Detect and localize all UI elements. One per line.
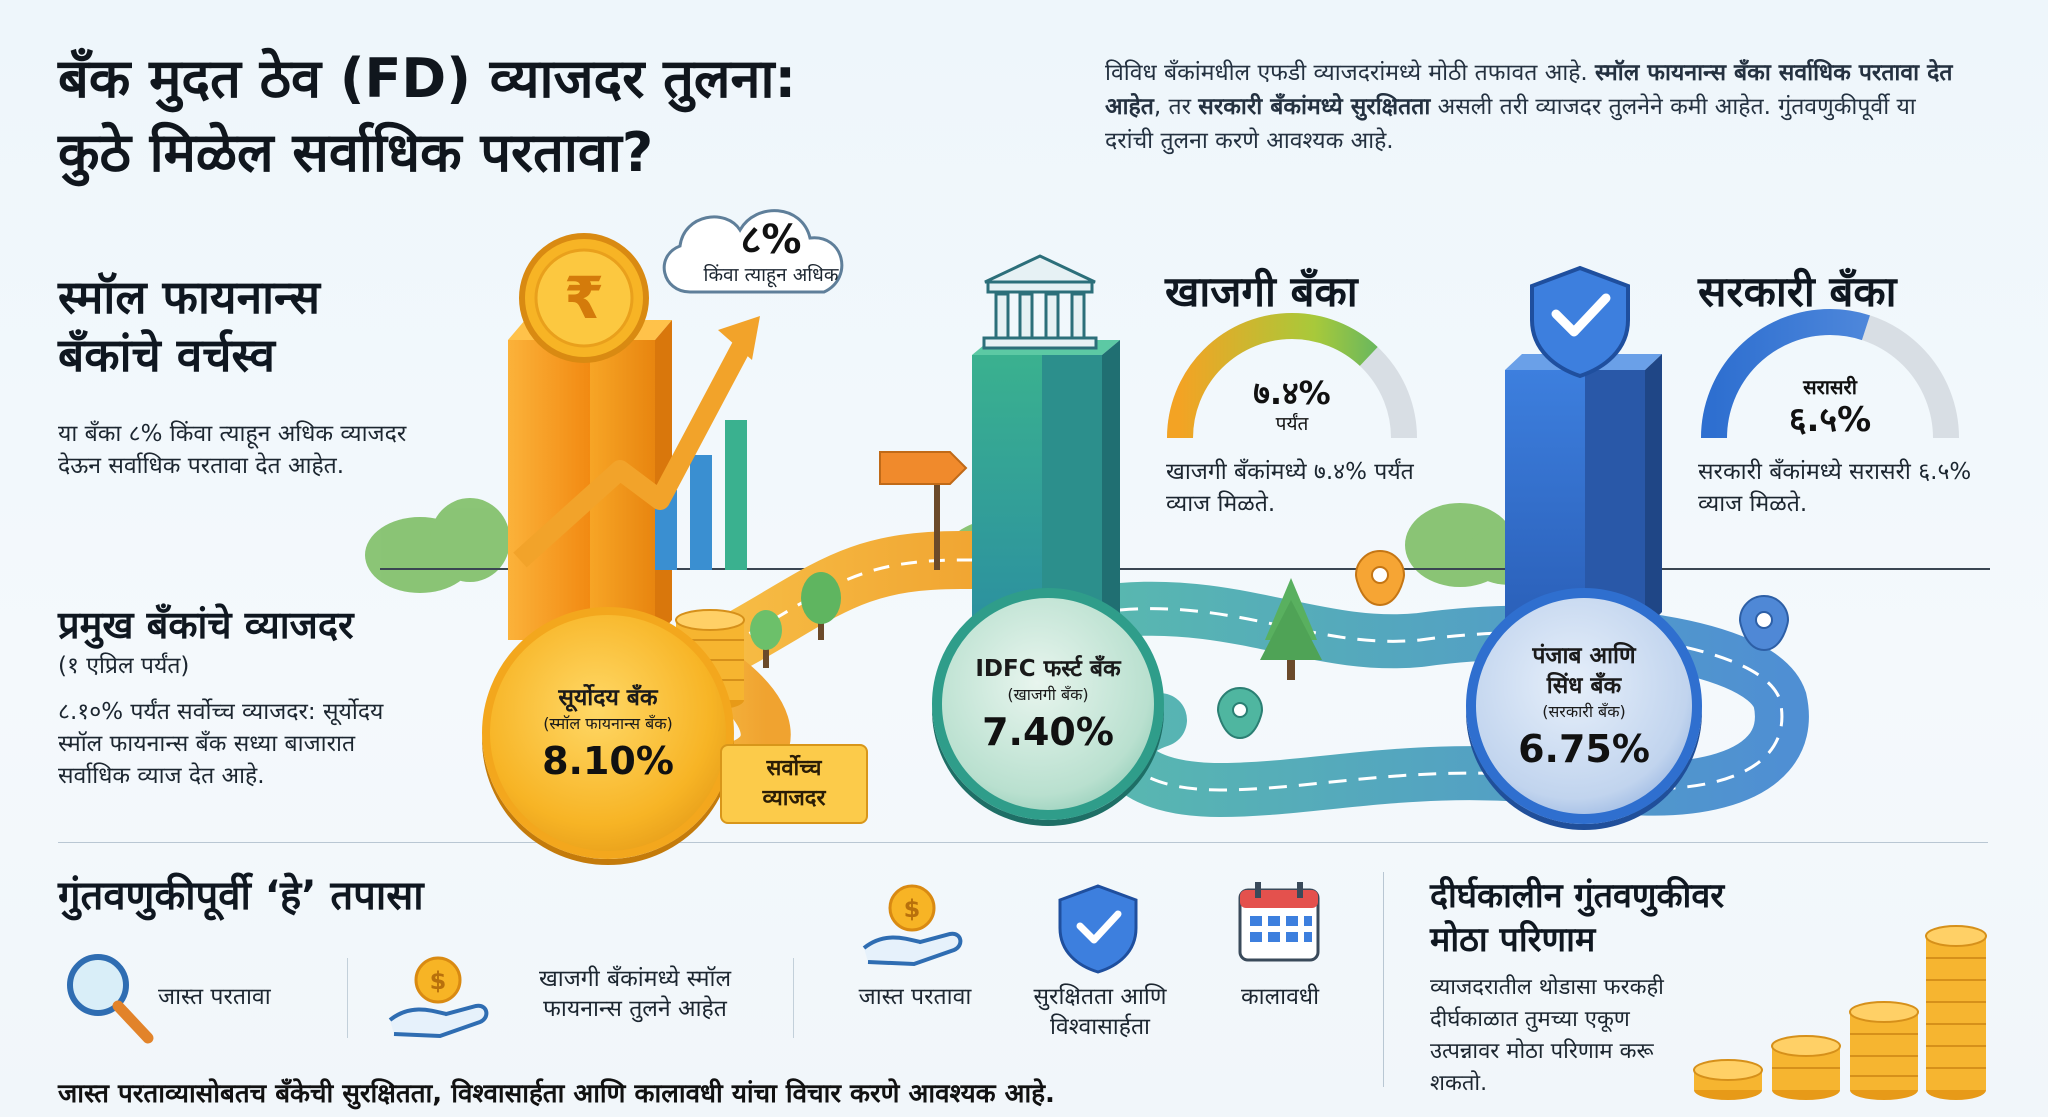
checklist-item-3: जास्त परतावा	[858, 984, 972, 1010]
cloud-icon	[662, 209, 844, 294]
intro-bold-2: सरकारी बँकांमध्ये सुरक्षितता	[1198, 94, 1431, 120]
svg-text:$: $	[904, 895, 921, 923]
major-rates-heading: प्रमुख बँकांचे व्याजदर	[58, 603, 354, 647]
location-pin-icon	[1216, 687, 1264, 740]
page-title: बँक मुदत ठेव (FD) व्याजदर तुलना: कुठे मि…	[58, 42, 1068, 190]
tag-line-1: सर्वोच्च	[766, 756, 822, 781]
bank-coin-suryoday: सूर्योदय बँक (स्मॉल फायनान्स बँक) 8.10%	[482, 607, 734, 859]
checklist-footer: जास्त परताव्यासोबतच बँकेची सुरक्षितता, व…	[58, 1079, 1055, 1109]
cloud-value: ८%	[740, 217, 802, 263]
long-term-heading: दीर्घकालीन गुंतवणुकीवर मोठा परिणाम	[1430, 874, 1724, 962]
location-pin-icon	[1354, 550, 1406, 607]
private-gauge-label: ७.४% पर्यंत	[1222, 374, 1362, 436]
intro-bold-1: स्मॉल फायनान्स बँका सर्वाधिक परतावा देत …	[1105, 60, 1953, 120]
govt-gauge-value: ६.५%	[1788, 400, 1872, 440]
tag-line-2: व्याजदर	[762, 786, 826, 811]
blue-pillar	[1505, 354, 1662, 630]
signpost-icon	[879, 451, 968, 570]
checklist-item-5: कालावधी	[1240, 984, 1320, 1010]
rupee-coin-icon: ₹	[519, 233, 649, 363]
svg-text:₹: ₹	[564, 264, 604, 332]
title-line-1: बँक मुदत ठेव (FD) व्याजदर तुलना:	[58, 47, 797, 110]
bank-type: (स्मॉल फायनान्स बँक)	[543, 714, 673, 733]
govt-banks-heading: सरकारी बँका	[1698, 267, 1897, 316]
long-term-heading-line-1: दीर्घकालीन गुंतवणुकीवर	[1430, 876, 1725, 916]
govt-gauge-caption: सरासरी	[1803, 375, 1857, 399]
cloud-sub: किंवा त्याहून अधिक	[703, 264, 839, 286]
private-rate-gauge	[1167, 313, 1417, 439]
location-pin-icon	[1738, 595, 1790, 652]
govt-rate-gauge	[1701, 309, 1959, 439]
title-line-2: कुठे मिळेल सर्वाधिक परतावा?	[58, 121, 654, 184]
bank-name-line-1: पंजाब आणि	[1532, 643, 1636, 669]
govt-banks-desc: सरकारी बँकांमध्ये सरासरी ६.५% व्याज मिळत…	[1698, 459, 1972, 517]
tree-icon	[750, 572, 1322, 680]
small-finance-heading-line-2: बँकांचे वर्चस्व	[58, 328, 275, 382]
bank-building-icon	[982, 254, 1098, 350]
checklist-heading: गुंतवणुकीपूर्वी ‘हे’ तपासा	[58, 873, 424, 919]
checklist-item-4: सुरक्षितता आणि विश्वासार्हता	[1033, 984, 1167, 1040]
govt-gauge-label: सरासरी ६.५%	[1760, 374, 1900, 440]
calendar-icon	[1238, 882, 1320, 962]
magnifier-icon	[67, 954, 154, 1044]
small-finance-desc: या बँका ८% किंवा त्याहून अधिक व्याजदर दे…	[58, 421, 407, 479]
coin-stack-icon	[1693, 925, 1987, 1100]
svg-text:$: $	[430, 967, 447, 995]
intro-text: विविध बँकांमधील एफडी व्याजदरांमध्ये मोठी…	[1105, 56, 1965, 158]
checklist-item-2: खाजगी बँकांमध्ये स्मॉल फायनान्स तुलने आह…	[538, 966, 732, 1022]
bank-type: (सरकारी बँक)	[1542, 702, 1626, 721]
bank-rate: 7.40%	[982, 710, 1114, 754]
growth-chart-icon	[513, 316, 760, 570]
bank-coin-psb: पंजाब आणि सिंध बँक (सरकारी बँक) 6.75%	[1466, 588, 1702, 824]
coin-hand-icon: $	[862, 884, 963, 967]
cloud-label: ८% किंवा त्याहून अधिक	[668, 218, 874, 288]
intro-part-3: असली तरी व्याजदर तुलनेने कमी आहेत. गुंतव…	[1105, 94, 1916, 154]
long-term-heading-line-2: मोठा परिणाम	[1430, 920, 1596, 960]
major-rates-desc: ८.१०% पर्यंत सर्वोच्च व्याजदर: सूर्योदय …	[58, 699, 384, 789]
long-term-desc: व्याजदरातील थोडासा फरकही दीर्घकाळात तुमच…	[1430, 975, 1664, 1096]
small-finance-heading: स्मॉल फायनान्स बँकांचे वर्चस्व	[58, 268, 478, 384]
bank-name: सूर्योदय बँक	[558, 685, 658, 711]
major-rates-date: (१ एप्रिल पर्यंत)	[58, 653, 190, 679]
top-rate-tag: सर्वोच्च व्याजदर	[720, 744, 868, 824]
bank-type: (खाजगी बँक)	[1007, 685, 1089, 704]
shield-check-icon	[1530, 265, 1630, 379]
bank-coin-idfc: IDFC फर्स्ट बँक (खाजगी बँक) 7.40%	[932, 588, 1164, 820]
bank-name-line-2: सिंध बँक	[1546, 673, 1622, 699]
intro-part-2: , तर	[1153, 94, 1199, 120]
private-gauge-value: ७.४%	[1253, 374, 1331, 412]
orange-pillar	[508, 320, 672, 640]
private-banks-heading: खाजगी बँका	[1165, 267, 1358, 316]
shield-check-icon	[1058, 884, 1138, 974]
bank-rate: 6.75%	[1518, 727, 1650, 771]
bank-name: IDFC फर्स्ट बँक	[975, 656, 1121, 682]
coin-hand-icon: $	[388, 956, 489, 1039]
intro-part-1: विविध बँकांमधील एफडी व्याजदरांमध्ये मोठी…	[1105, 60, 1596, 86]
small-finance-heading-line-1: स्मॉल फायनान्स	[58, 270, 320, 324]
private-gauge-sub: पर्यंत	[1275, 413, 1309, 435]
bank-rate: 8.10%	[542, 739, 674, 783]
checklist-item-1: जास्त परतावा	[158, 984, 271, 1010]
private-banks-desc: खाजगी बँकांमध्ये ७.४% पर्यंत व्याज मिळते…	[1166, 459, 1414, 517]
